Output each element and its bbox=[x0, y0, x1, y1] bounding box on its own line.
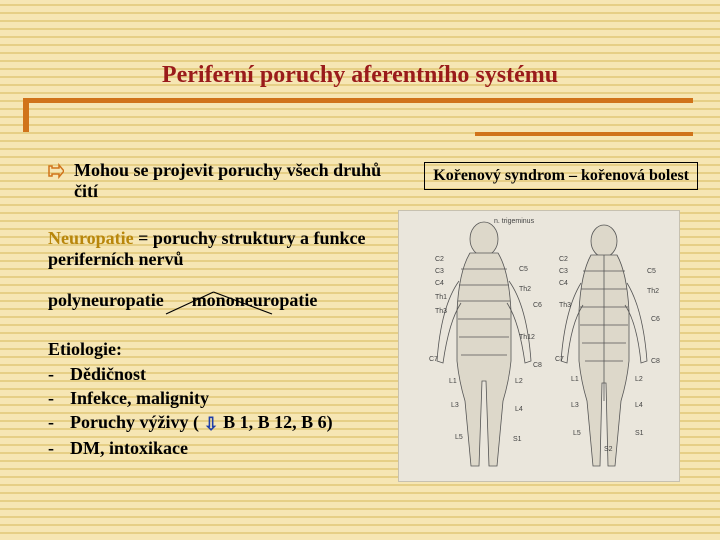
etiology-heading: Etiologie: bbox=[48, 339, 408, 360]
arrow-down-icon: ⇩ bbox=[203, 414, 218, 435]
neuropathy-definition: Neuropatie = poruchy struktury a funkce … bbox=[48, 228, 408, 270]
segment-label: C5 bbox=[519, 266, 528, 273]
deco-hline1 bbox=[23, 98, 693, 103]
page-title: Periferní poruchy aferentního systému bbox=[0, 62, 720, 89]
segment-label: Th2 bbox=[647, 288, 659, 295]
segment-label: C4 bbox=[559, 280, 568, 287]
fork-connector-icon bbox=[164, 290, 274, 316]
segment-label: C8 bbox=[533, 362, 542, 369]
bullet-main: Mohou se projevit poruchy všech druhů či… bbox=[48, 160, 408, 202]
segment-label: C3 bbox=[435, 268, 444, 275]
segment-label: C8 bbox=[651, 358, 660, 365]
segment-label: C6 bbox=[651, 316, 660, 323]
human-front-icon: n. trigeminus bbox=[437, 218, 535, 466]
diagram-caption: n. trigeminus bbox=[494, 218, 535, 225]
segment-label: Th12 bbox=[519, 334, 535, 341]
deco-hline2 bbox=[475, 132, 693, 136]
segment-label: L1 bbox=[571, 376, 579, 383]
etiology-item: DM, intoxikace bbox=[48, 438, 408, 459]
etiology-item: Poruchy výživy ( ⇩ B 1, B 12, B 6) bbox=[48, 412, 408, 435]
etiology-item: Dědičnost bbox=[48, 364, 408, 385]
segment-label: L3 bbox=[451, 402, 459, 409]
segment-label: S1 bbox=[513, 436, 522, 443]
segment-label: L4 bbox=[635, 402, 643, 409]
segment-label: C7 bbox=[429, 356, 438, 363]
segment-label: C2 bbox=[435, 256, 444, 263]
dermatome-diagram: n. trigeminus C2 C3 C4 C5 Th1 Th2 Th3 Th12 C7 C6 C… bbox=[398, 210, 680, 482]
segment-label: Th3 bbox=[559, 302, 571, 309]
arrow-right-icon bbox=[48, 163, 64, 184]
segment-label: S2 bbox=[604, 446, 613, 453]
segment-label: L3 bbox=[571, 402, 579, 409]
segment-label: C4 bbox=[435, 280, 444, 287]
segment-label: S1 bbox=[635, 430, 644, 437]
segment-label: L5 bbox=[455, 434, 463, 441]
segment-label: C3 bbox=[559, 268, 568, 275]
term-polyneuropathy: polyneuropatie bbox=[48, 290, 164, 311]
etiology-item: Infekce, malignity bbox=[48, 388, 408, 409]
segment-label: C2 bbox=[559, 256, 568, 263]
segment-label: C7 bbox=[555, 356, 564, 363]
segment-label: L4 bbox=[515, 406, 523, 413]
segment-label: Th3 bbox=[435, 308, 447, 315]
segment-label: L2 bbox=[635, 376, 643, 383]
bullet-text: Mohou se projevit poruchy všech druhů či… bbox=[74, 160, 408, 202]
neuropathy-term: Neuropatie bbox=[48, 228, 134, 248]
root-syndrome-label: Kořenový syndrom – kořenová bolest bbox=[424, 162, 698, 190]
segment-label: L1 bbox=[449, 378, 457, 385]
segment-label: C5 bbox=[647, 268, 656, 275]
deco-vline bbox=[23, 98, 29, 132]
segment-label: Th1 bbox=[435, 294, 447, 301]
segment-label: Th2 bbox=[519, 286, 531, 293]
etiology-list: Dědičnost Infekce, malignity Poruchy výživ… bbox=[48, 364, 408, 459]
segment-label: L2 bbox=[515, 378, 523, 385]
segment-label: C6 bbox=[533, 302, 542, 309]
segment-label: L5 bbox=[573, 430, 581, 437]
